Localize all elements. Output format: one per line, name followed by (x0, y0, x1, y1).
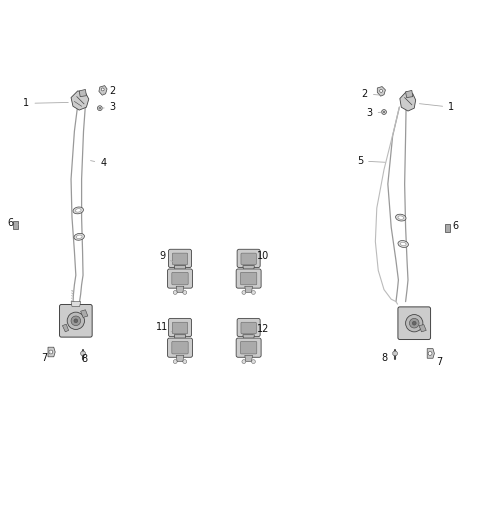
FancyBboxPatch shape (172, 253, 188, 265)
Ellipse shape (76, 235, 82, 239)
Polygon shape (62, 324, 69, 332)
Bar (445, 224, 450, 232)
Polygon shape (243, 335, 254, 341)
FancyBboxPatch shape (398, 307, 431, 339)
Circle shape (383, 111, 385, 113)
Circle shape (409, 318, 419, 328)
Circle shape (49, 350, 53, 354)
Circle shape (393, 351, 397, 356)
Circle shape (183, 291, 187, 294)
FancyBboxPatch shape (241, 253, 256, 265)
Text: 3: 3 (367, 108, 383, 118)
Polygon shape (71, 302, 81, 306)
Polygon shape (419, 325, 426, 332)
Circle shape (173, 359, 177, 364)
Circle shape (412, 322, 416, 325)
Text: 2: 2 (104, 87, 116, 96)
FancyBboxPatch shape (168, 249, 192, 267)
Text: 5: 5 (357, 156, 385, 166)
Text: 2: 2 (361, 89, 379, 99)
Circle shape (97, 106, 102, 111)
Circle shape (101, 88, 104, 91)
Text: 8: 8 (381, 353, 394, 363)
Circle shape (242, 359, 246, 364)
Text: 6: 6 (8, 218, 18, 228)
Circle shape (252, 359, 255, 364)
FancyBboxPatch shape (240, 272, 257, 285)
Text: 1: 1 (420, 102, 454, 112)
Polygon shape (176, 355, 184, 361)
FancyBboxPatch shape (172, 322, 188, 334)
FancyBboxPatch shape (240, 342, 257, 354)
Circle shape (81, 351, 85, 356)
Circle shape (242, 291, 246, 294)
Polygon shape (377, 87, 385, 96)
Circle shape (428, 352, 432, 355)
Text: 10: 10 (253, 251, 269, 262)
Circle shape (71, 316, 81, 326)
Text: 8: 8 (81, 354, 87, 364)
Circle shape (183, 359, 187, 364)
Text: 11: 11 (156, 322, 172, 332)
Ellipse shape (74, 233, 84, 240)
FancyBboxPatch shape (236, 269, 261, 288)
Ellipse shape (400, 242, 406, 246)
Polygon shape (406, 91, 413, 98)
FancyBboxPatch shape (237, 318, 260, 337)
Polygon shape (48, 347, 55, 357)
FancyBboxPatch shape (168, 318, 192, 337)
FancyBboxPatch shape (168, 269, 192, 288)
Polygon shape (400, 92, 416, 111)
Ellipse shape (75, 209, 81, 212)
Text: 6: 6 (449, 221, 458, 231)
Polygon shape (81, 310, 88, 317)
Circle shape (173, 291, 177, 294)
FancyBboxPatch shape (236, 338, 261, 357)
Circle shape (406, 314, 423, 332)
Polygon shape (245, 286, 252, 292)
FancyBboxPatch shape (237, 249, 260, 267)
Ellipse shape (398, 241, 408, 247)
Text: 3: 3 (102, 102, 116, 112)
Text: 12: 12 (253, 324, 269, 335)
FancyBboxPatch shape (60, 305, 92, 337)
Text: 7: 7 (41, 352, 50, 363)
Polygon shape (79, 90, 86, 97)
Ellipse shape (398, 216, 404, 219)
FancyBboxPatch shape (241, 322, 256, 334)
Circle shape (99, 107, 101, 109)
Ellipse shape (73, 207, 84, 214)
FancyBboxPatch shape (172, 342, 188, 354)
Text: 9: 9 (159, 251, 173, 262)
Text: 7: 7 (431, 354, 443, 367)
Polygon shape (99, 86, 107, 95)
Polygon shape (71, 91, 89, 110)
Polygon shape (243, 266, 254, 272)
Polygon shape (245, 355, 252, 361)
Circle shape (382, 110, 386, 114)
Ellipse shape (396, 214, 406, 221)
Polygon shape (427, 349, 434, 358)
Circle shape (380, 90, 383, 92)
Circle shape (252, 291, 255, 294)
Bar (13, 221, 18, 229)
Polygon shape (174, 335, 186, 341)
Circle shape (74, 319, 78, 323)
FancyBboxPatch shape (172, 272, 188, 285)
FancyBboxPatch shape (168, 338, 192, 357)
Circle shape (67, 312, 84, 329)
Text: 4: 4 (91, 158, 106, 168)
Polygon shape (176, 286, 184, 292)
Text: 1: 1 (24, 98, 68, 109)
Polygon shape (174, 266, 186, 272)
